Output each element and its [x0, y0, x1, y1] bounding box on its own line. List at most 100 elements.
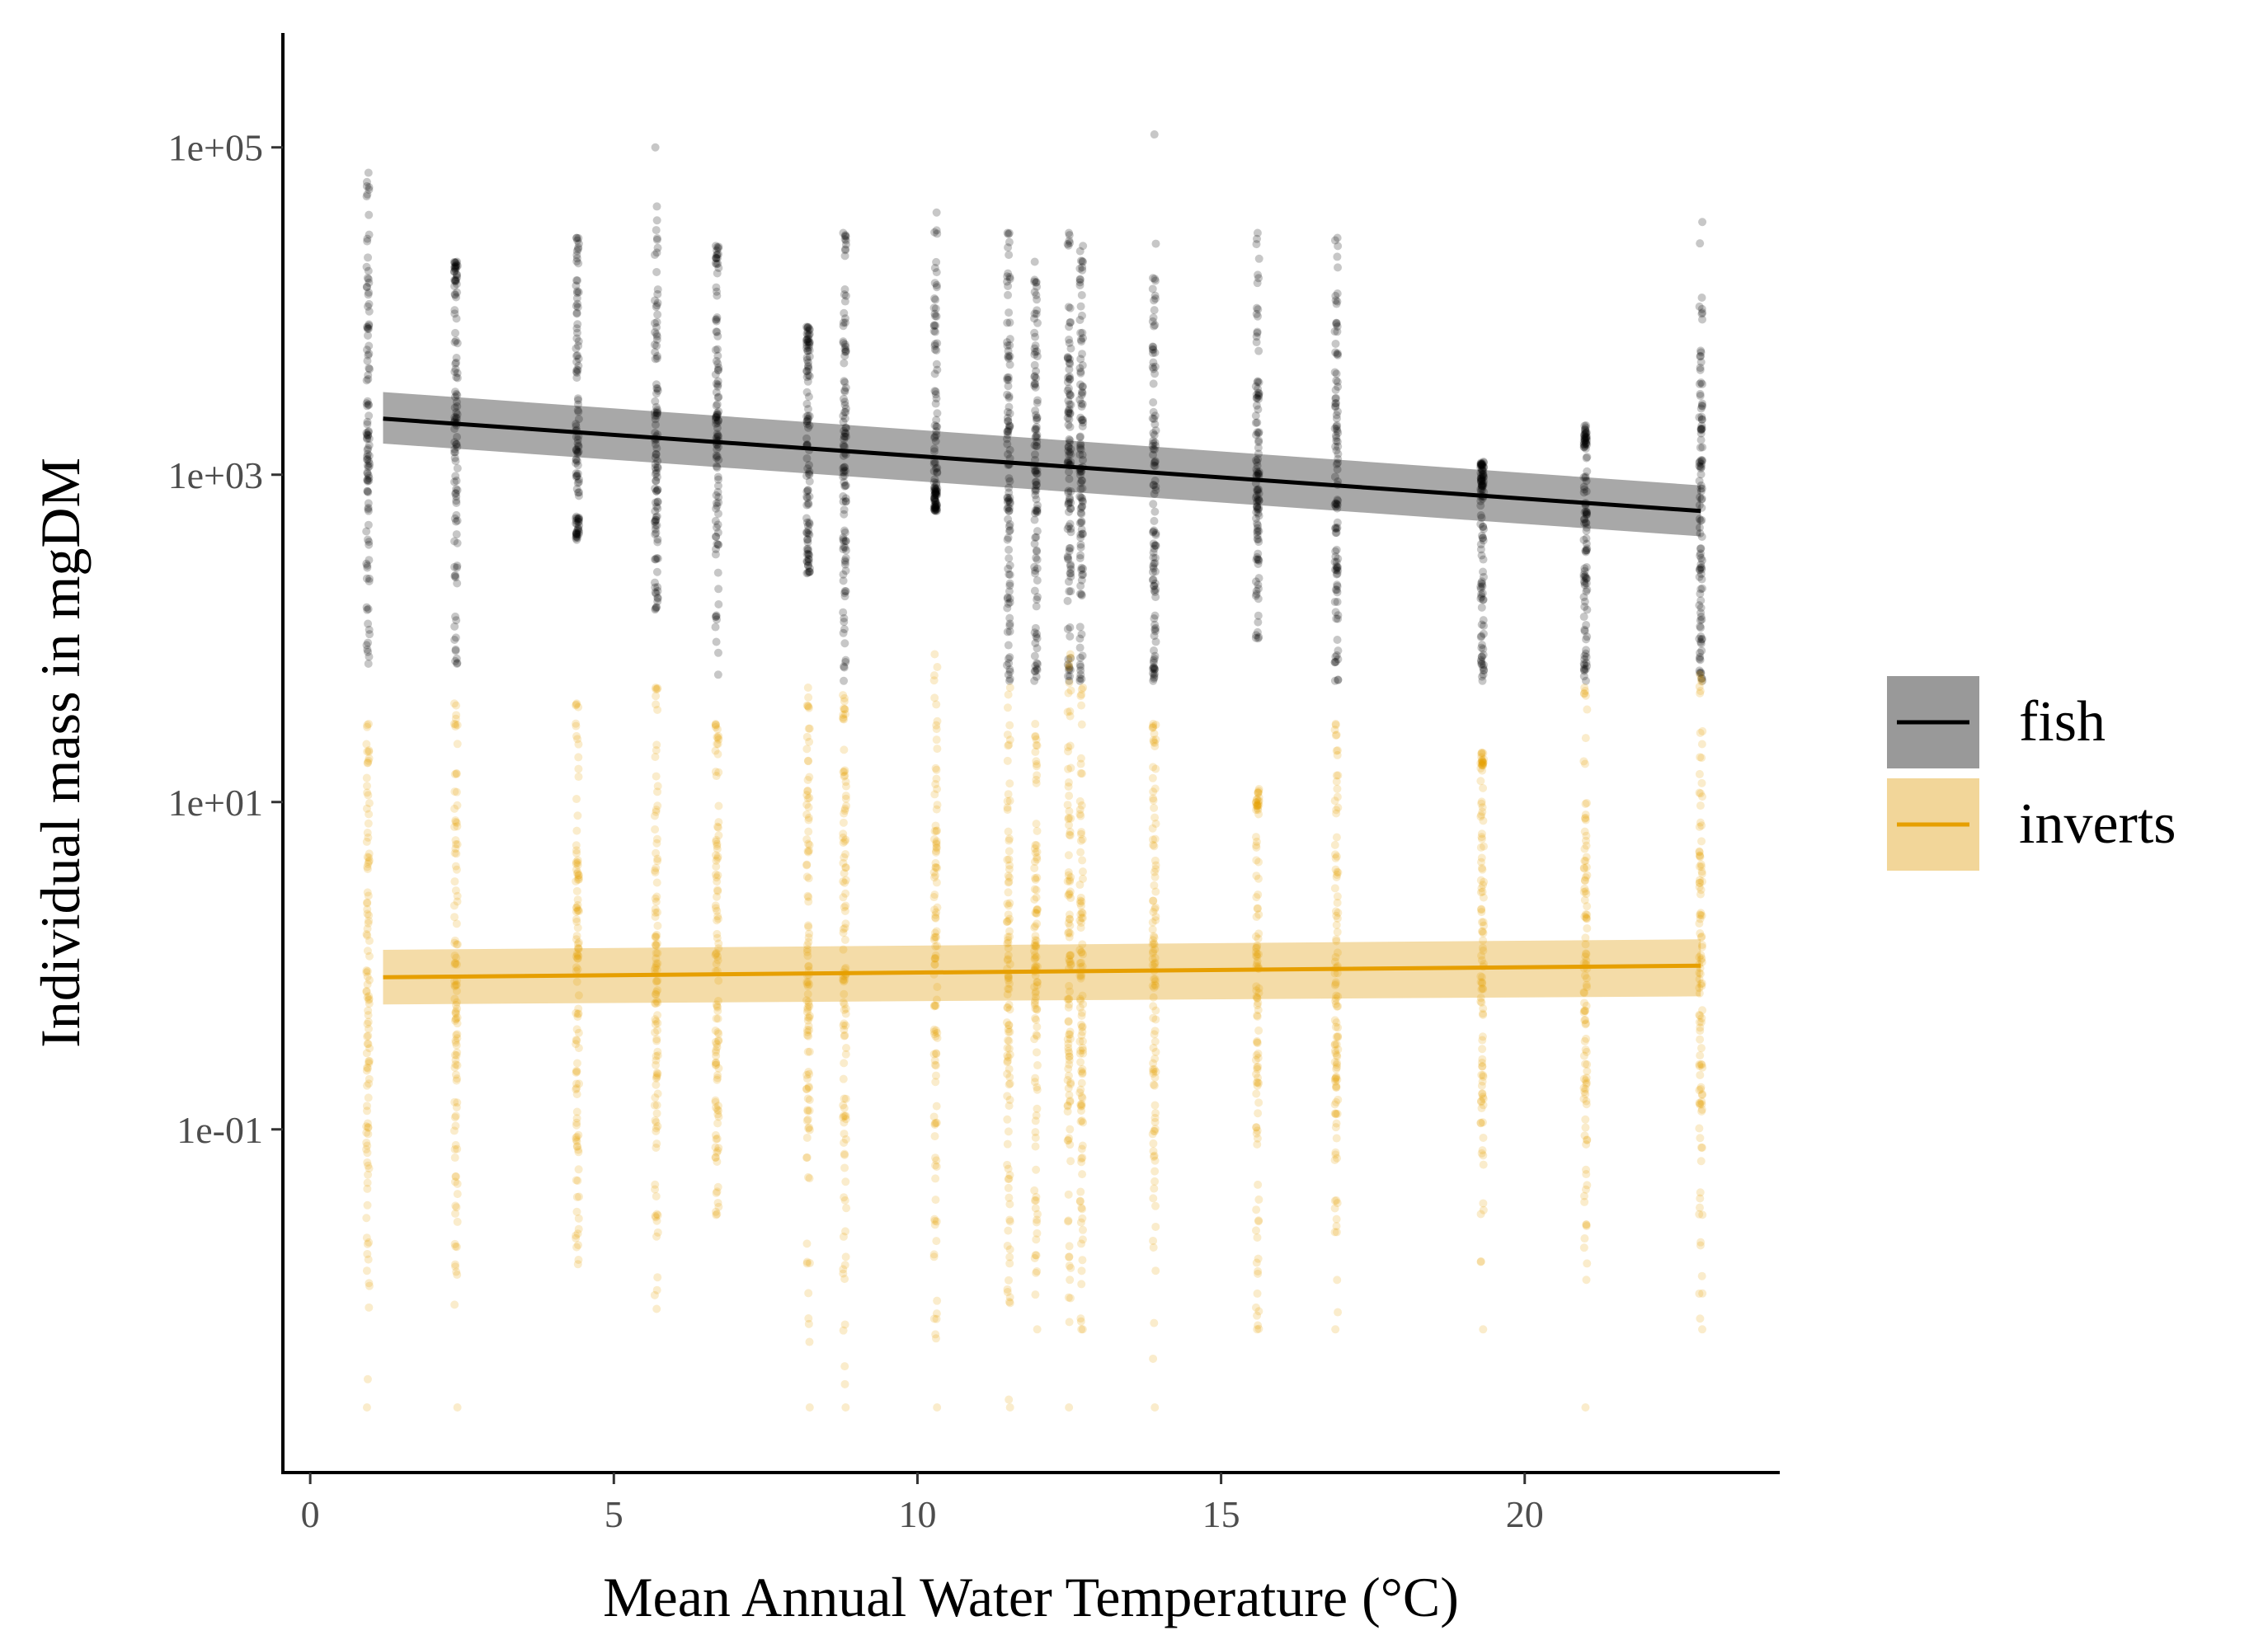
data-point-fish	[1254, 504, 1263, 513]
data-point-inverts	[1005, 684, 1014, 693]
data-point-fish	[804, 526, 813, 535]
data-point-fish	[451, 277, 460, 286]
data-point-fish	[1005, 571, 1014, 580]
data-point-inverts	[653, 1089, 662, 1098]
data-point-fish	[1066, 528, 1075, 537]
data-point-fish	[1148, 664, 1157, 673]
data-point-fish	[1253, 312, 1262, 321]
data-point-fish	[1065, 664, 1074, 673]
data-point-inverts	[1077, 1099, 1086, 1108]
data-point-fish	[572, 328, 581, 337]
data-point-inverts	[653, 782, 662, 791]
data-point-fish	[1076, 653, 1085, 662]
data-point-inverts	[362, 1214, 371, 1223]
data-point-fish	[1149, 548, 1158, 557]
data-point-fish	[804, 363, 813, 372]
data-point-fish	[651, 348, 660, 357]
data-point-fish	[1003, 627, 1012, 637]
data-point-fish	[1063, 660, 1072, 669]
data-point-fish	[574, 529, 583, 538]
data-point-fish	[653, 486, 662, 495]
data-point-fish	[652, 330, 661, 339]
data-point-fish	[840, 543, 849, 552]
data-point-inverts	[1581, 1123, 1590, 1132]
data-point-fish	[453, 442, 462, 451]
data-point-fish	[1064, 507, 1073, 516]
data-point-inverts	[1005, 855, 1014, 864]
data-point-fish	[1003, 277, 1012, 286]
data-point-fish	[713, 419, 722, 428]
data-point-fish	[1252, 309, 1261, 318]
data-point-inverts	[1005, 865, 1014, 874]
data-point-fish	[839, 497, 848, 506]
data-point-fish	[840, 463, 849, 472]
data-point-fish	[364, 619, 373, 628]
data-point-fish	[1696, 613, 1706, 622]
data-point-fish	[841, 467, 850, 476]
data-point-fish	[651, 555, 660, 564]
data-point-fish	[364, 324, 373, 333]
data-point-fish	[1150, 321, 1160, 330]
data-point-inverts	[652, 684, 661, 693]
data-point-fish	[573, 439, 582, 448]
data-point-fish	[574, 341, 583, 350]
data-point-fish	[711, 545, 720, 554]
data-point-inverts	[805, 1337, 814, 1346]
data-point-fish	[1032, 278, 1041, 287]
data-point-inverts	[650, 811, 659, 820]
x-axis-title: Mean Annual Water Temperature (°C)	[603, 1566, 1459, 1628]
data-point-inverts	[653, 921, 662, 930]
data-point-inverts	[1150, 872, 1160, 881]
data-point-fish	[712, 317, 721, 326]
data-point-fish	[1253, 531, 1262, 540]
data-point-fish	[841, 658, 850, 667]
data-point-inverts	[1334, 1308, 1343, 1317]
data-point-fish	[1078, 422, 1087, 431]
data-point-inverts	[713, 854, 722, 863]
data-point-fish	[650, 251, 659, 260]
data-point-fish	[451, 265, 460, 275]
data-point-fish	[1333, 582, 1342, 591]
data-point-fish	[1477, 603, 1486, 612]
data-point-fish	[930, 312, 939, 321]
data-point-inverts	[713, 1014, 722, 1023]
data-point-fish	[652, 341, 661, 350]
data-point-fish	[713, 366, 722, 375]
data-point-fish	[1064, 241, 1073, 250]
data-point-fish	[802, 545, 812, 554]
data-point-fish	[1005, 354, 1014, 363]
data-point-inverts	[805, 1403, 814, 1412]
data-point-inverts	[1478, 865, 1487, 874]
data-point-fish	[930, 228, 939, 237]
data-point-fish	[1005, 506, 1014, 515]
data-point-fish	[803, 549, 812, 558]
data-point-fish	[714, 540, 723, 549]
data-point-inverts	[1066, 707, 1075, 716]
data-point-fish	[575, 521, 584, 530]
data-point-fish	[653, 384, 662, 393]
data-point-inverts	[1005, 1000, 1014, 1009]
data-point-inverts	[1582, 913, 1591, 922]
data-point-fish	[652, 383, 661, 392]
data-point-fish	[1333, 426, 1342, 435]
data-point-fish	[1030, 667, 1039, 676]
data-point-fish	[841, 231, 850, 240]
data-point-fish	[573, 406, 582, 415]
data-point-inverts	[839, 1101, 848, 1110]
data-point-fish	[1251, 577, 1260, 586]
data-point-fish	[652, 502, 661, 511]
data-point-inverts	[452, 701, 461, 710]
data-point-fish	[803, 346, 812, 355]
data-point-fish	[712, 315, 721, 324]
data-point-inverts	[1065, 830, 1074, 839]
data-point-inverts	[1252, 1089, 1261, 1098]
data-point-fish	[929, 494, 939, 503]
data-point-fish	[802, 557, 812, 566]
data-point-inverts	[1331, 1148, 1340, 1157]
data-point-fish	[1033, 595, 1042, 604]
data-point-fish	[802, 344, 812, 353]
data-point-fish	[841, 342, 850, 351]
data-point-inverts	[653, 1228, 662, 1237]
data-point-inverts	[804, 702, 813, 711]
